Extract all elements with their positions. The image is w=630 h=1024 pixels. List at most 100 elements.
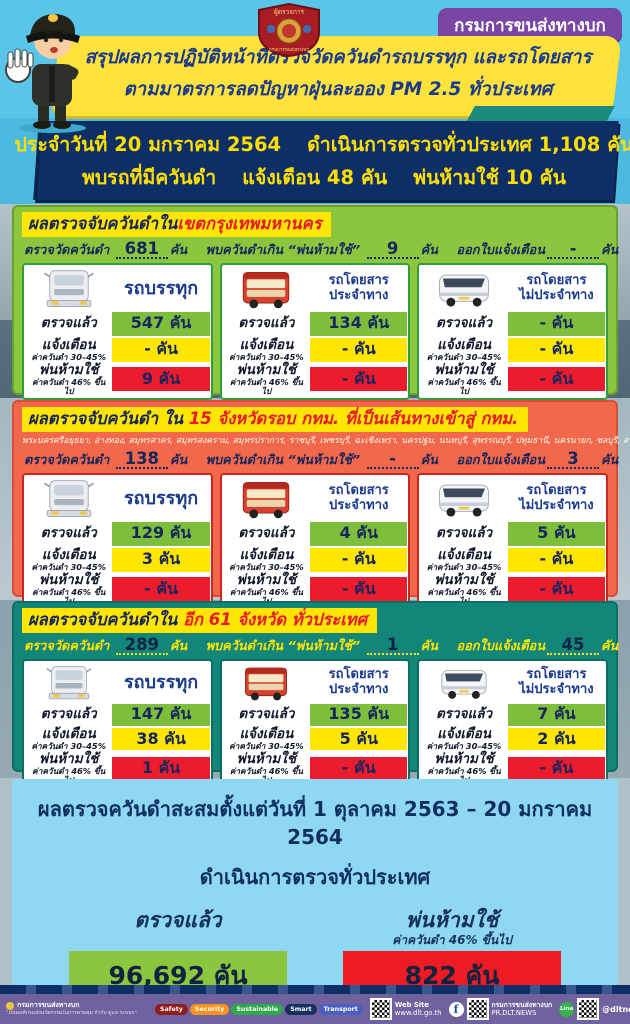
city-bus-icon — [227, 268, 307, 310]
footer-facebook[interactable]: f กรมการขนส่งทางบก PR.DLT.NEWS — [448, 998, 553, 1020]
unit-label: คัน — [169, 452, 188, 468]
checked-label: ตรวจแล้ว — [40, 525, 97, 542]
section-61-provinces: ผลตรวจจับควันดำใน อีก 61 จังหวัด ทั่วประ… — [12, 601, 618, 789]
emblem-bottom-text: กรมการขนส่งทางบก — [269, 47, 309, 53]
truck-card: รถบรรทุก ตรวจแล้ว 147 คัน แจ้งเตือน ค่าคว… — [22, 658, 213, 789]
daily-warned: แจ้งเตือน 48 คัน — [242, 166, 388, 190]
section-title: ผลตรวจจับควันดำใน อีก 61 จังหวัด ทั่วประ… — [22, 608, 378, 633]
facebook-page[interactable]: PR.DLT.NEWS — [491, 1009, 537, 1017]
checked-label: ตรวจแล้ว — [40, 706, 97, 723]
warned-value: - คัน — [310, 337, 408, 362]
unit-label: คัน — [169, 638, 188, 654]
warned-label: แจ้งเตือน ค่าควันดำ 30–45% — [31, 546, 107, 573]
coach-bus-card: รถโดยสาร ไม่ประจำทาง ตรวจแล้ว 5 คัน แจ้งเ… — [417, 472, 608, 611]
banned-label: พ่นห้ามใช้ค่าควันดำ 46% ขึ้นไป — [427, 571, 501, 605]
cumulative-checked-label: ตรวจแล้ว — [134, 908, 222, 932]
unit-label: คัน — [601, 242, 619, 258]
notice-label: ออกใบแจ้งเตือน — [456, 452, 545, 468]
found-label: พบควันดำเกิน “พ่นห้ามใช้” — [205, 638, 361, 654]
line-id[interactable]: @dltnews — [602, 1004, 630, 1014]
checked-value: 134 คัน — [310, 311, 408, 336]
measured-label: ตรวจวัดควันดำ — [24, 452, 110, 468]
vehicle-type-label: รถโดยสาร ประจำทาง — [328, 272, 389, 303]
inspector-emblem: ผู้ตรวจการ กรมการขนส่งทางบก — [253, 2, 325, 58]
footer-org-name: กรมการขนส่งทางบก — [17, 1001, 80, 1010]
truck-icon — [29, 664, 108, 702]
title-line-2: ตามมาตรการลดปัญหาฝุ่นละออง PM 2.5 ทั่วปร… — [123, 79, 553, 101]
city-bus-icon — [227, 478, 307, 520]
warned-label: แจ้งเตือน ค่าควันดำ 30–45% — [229, 336, 304, 363]
badge-safety: Safety — [155, 1003, 188, 1015]
checked-value: 129 คัน — [112, 521, 210, 546]
checked-value: 547 คัน — [112, 311, 210, 336]
unit-label: คัน — [601, 452, 619, 468]
badge-transport: Transport — [318, 1003, 363, 1015]
warned-label: แจ้งเตือน ค่าควันดำ 30–45% — [229, 725, 304, 752]
notice-value: - — [569, 238, 577, 258]
facebook-org: กรมการขนส่งทางบก — [491, 1000, 553, 1009]
measured-value: 681 — [124, 238, 160, 258]
warned-label: แจ้งเตือน ค่าควันดำ 30–45% — [31, 336, 107, 363]
checked-label: ตรวจแล้ว — [238, 706, 295, 723]
found-label: พบควันดำเกิน “พ่นห้ามใช้” — [205, 242, 361, 258]
footer-website[interactable]: Web Site www.dlt.go.th — [369, 998, 442, 1020]
warned-value: - คัน — [310, 547, 408, 572]
banned-value: - คัน — [507, 757, 605, 780]
measured-label: ตรวจวัดควันดำ — [24, 242, 110, 258]
warned-value: - คัน — [507, 547, 605, 572]
cumulative-title: ผลตรวจควันดำสะสมตั้งแต่วันที่ 1 ตุลาคม 2… — [37, 797, 593, 849]
city-bus-card: รถโดยสาร ประจำทาง ตรวจแล้ว 4 คัน แจ้งเตือ… — [219, 472, 411, 611]
badge-sustainable: Sustainable — [231, 1003, 284, 1015]
emblem-top-text: ผู้ตรวจการ — [274, 8, 305, 16]
warned-value: 38 คัน — [112, 728, 210, 751]
truck-icon — [29, 268, 108, 310]
truck-card: รถบรรทุก ตรวจแล้ว 129 คัน แจ้งเตือน ค่าคว… — [22, 472, 213, 611]
section-title: ผลตรวจจับควันดำ ใน 15 จังหวัดรอบ กทม. ที… — [22, 407, 529, 432]
notice-value: 45 — [561, 634, 585, 654]
website-url[interactable]: www.dlt.go.th — [394, 1009, 442, 1017]
notice-label: ออกใบแจ้งเตือน — [456, 242, 545, 258]
vehicle-type-label: รถบรรทุก — [124, 487, 199, 509]
checked-label: ตรวจแล้ว — [436, 525, 493, 542]
found-label: พบควันดำเกิน “พ่นห้ามใช้” — [205, 452, 361, 468]
unit-label: คัน — [601, 638, 619, 654]
found-value: 9 — [386, 238, 399, 258]
website-label: Web Site — [394, 1000, 429, 1009]
footer-tagline: “เป็นองค์กรแห่งนวัตกรรมในการควบคุม กำกับ… — [6, 1010, 137, 1016]
unit-label: คัน — [420, 242, 438, 258]
banned-value: - คัน — [310, 577, 408, 602]
cumulative-summary-panel: ผลตรวจควันดำสะสมตั้งแต่วันที่ 1 ตุลาคม 2… — [12, 779, 618, 1001]
province-list: พระนครศรีอยุธยา, อ่างทอง, สมุทรสาคร, สมุ… — [22, 435, 630, 446]
section-bangkok: ผลตรวจจับควันดำในเขตกรุงเทพมหานคร ตรวจวั… — [12, 205, 618, 401]
warned-label: แจ้งเตือน ค่าควันดำ 30–45% — [31, 725, 107, 752]
unit-label: คัน — [420, 452, 438, 468]
warned-label: แจ้งเตือน ค่าควันดำ 30–45% — [426, 725, 502, 752]
banned-value: - คัน — [310, 757, 408, 780]
checked-value: 135 คัน — [310, 703, 408, 726]
section-title-prefix: ผลตรวจจับควันดำ ใน — [28, 409, 184, 428]
title-line-1: สรุปผลการปฏิบัติหน้าที่ตรวจวัดควันดำรถบร… — [84, 47, 592, 68]
section-stats: ตรวจวัดควันดำ 289 คัน พบควันดำเกิน “พ่นห้… — [24, 634, 618, 656]
banned-value: - คัน — [507, 577, 605, 602]
section-title-highlight: อีก 61 จังหวัด ทั่วประเทศ — [183, 610, 368, 629]
checked-label: ตรวจแล้ว — [40, 315, 97, 332]
footer-bar: กรมการขนส่งทางบก “เป็นองค์กรแห่งนวัตกรรม… — [0, 994, 630, 1024]
cumulative-banned-sublabel: ค่าควันดำ 46% ขึ้นไป — [392, 933, 512, 948]
banned-value: - คัน — [112, 577, 210, 602]
line-app-icon: Line — [559, 1001, 575, 1017]
dlt-logo-icon — [6, 1001, 14, 1010]
banned-label: พ่นห้ามใช้ค่าควันดำ 46% ขึ้นไป — [32, 361, 106, 396]
checked-value: 4 คัน — [310, 521, 408, 546]
inspector-mascot-illustration — [0, 6, 108, 134]
checked-value: 147 คัน — [112, 703, 210, 726]
line-qr-icon — [577, 998, 600, 1020]
measured-label: ตรวจวัดควันดำ — [24, 638, 110, 654]
vehicle-type-label: รถโดยสาร ไม่ประจำทาง — [519, 482, 594, 513]
section-stats: ตรวจวัดควันดำ 681 คัน พบควันดำเกิน “พ่นห้… — [24, 238, 618, 260]
coach-bus-icon — [424, 268, 504, 310]
banned-label: พ่นห้ามใช้ค่าควันดำ 46% ขึ้นไป — [229, 571, 303, 605]
notice-label: ออกใบแจ้งเตือน — [456, 638, 545, 654]
warned-value: 5 คัน — [310, 728, 408, 751]
footer-line[interactable]: Line @dltnews — [559, 998, 630, 1020]
daily-total-inspected: ดำเนินการตรวจทั่วประเทศ 1,108 คัน — [307, 133, 630, 156]
